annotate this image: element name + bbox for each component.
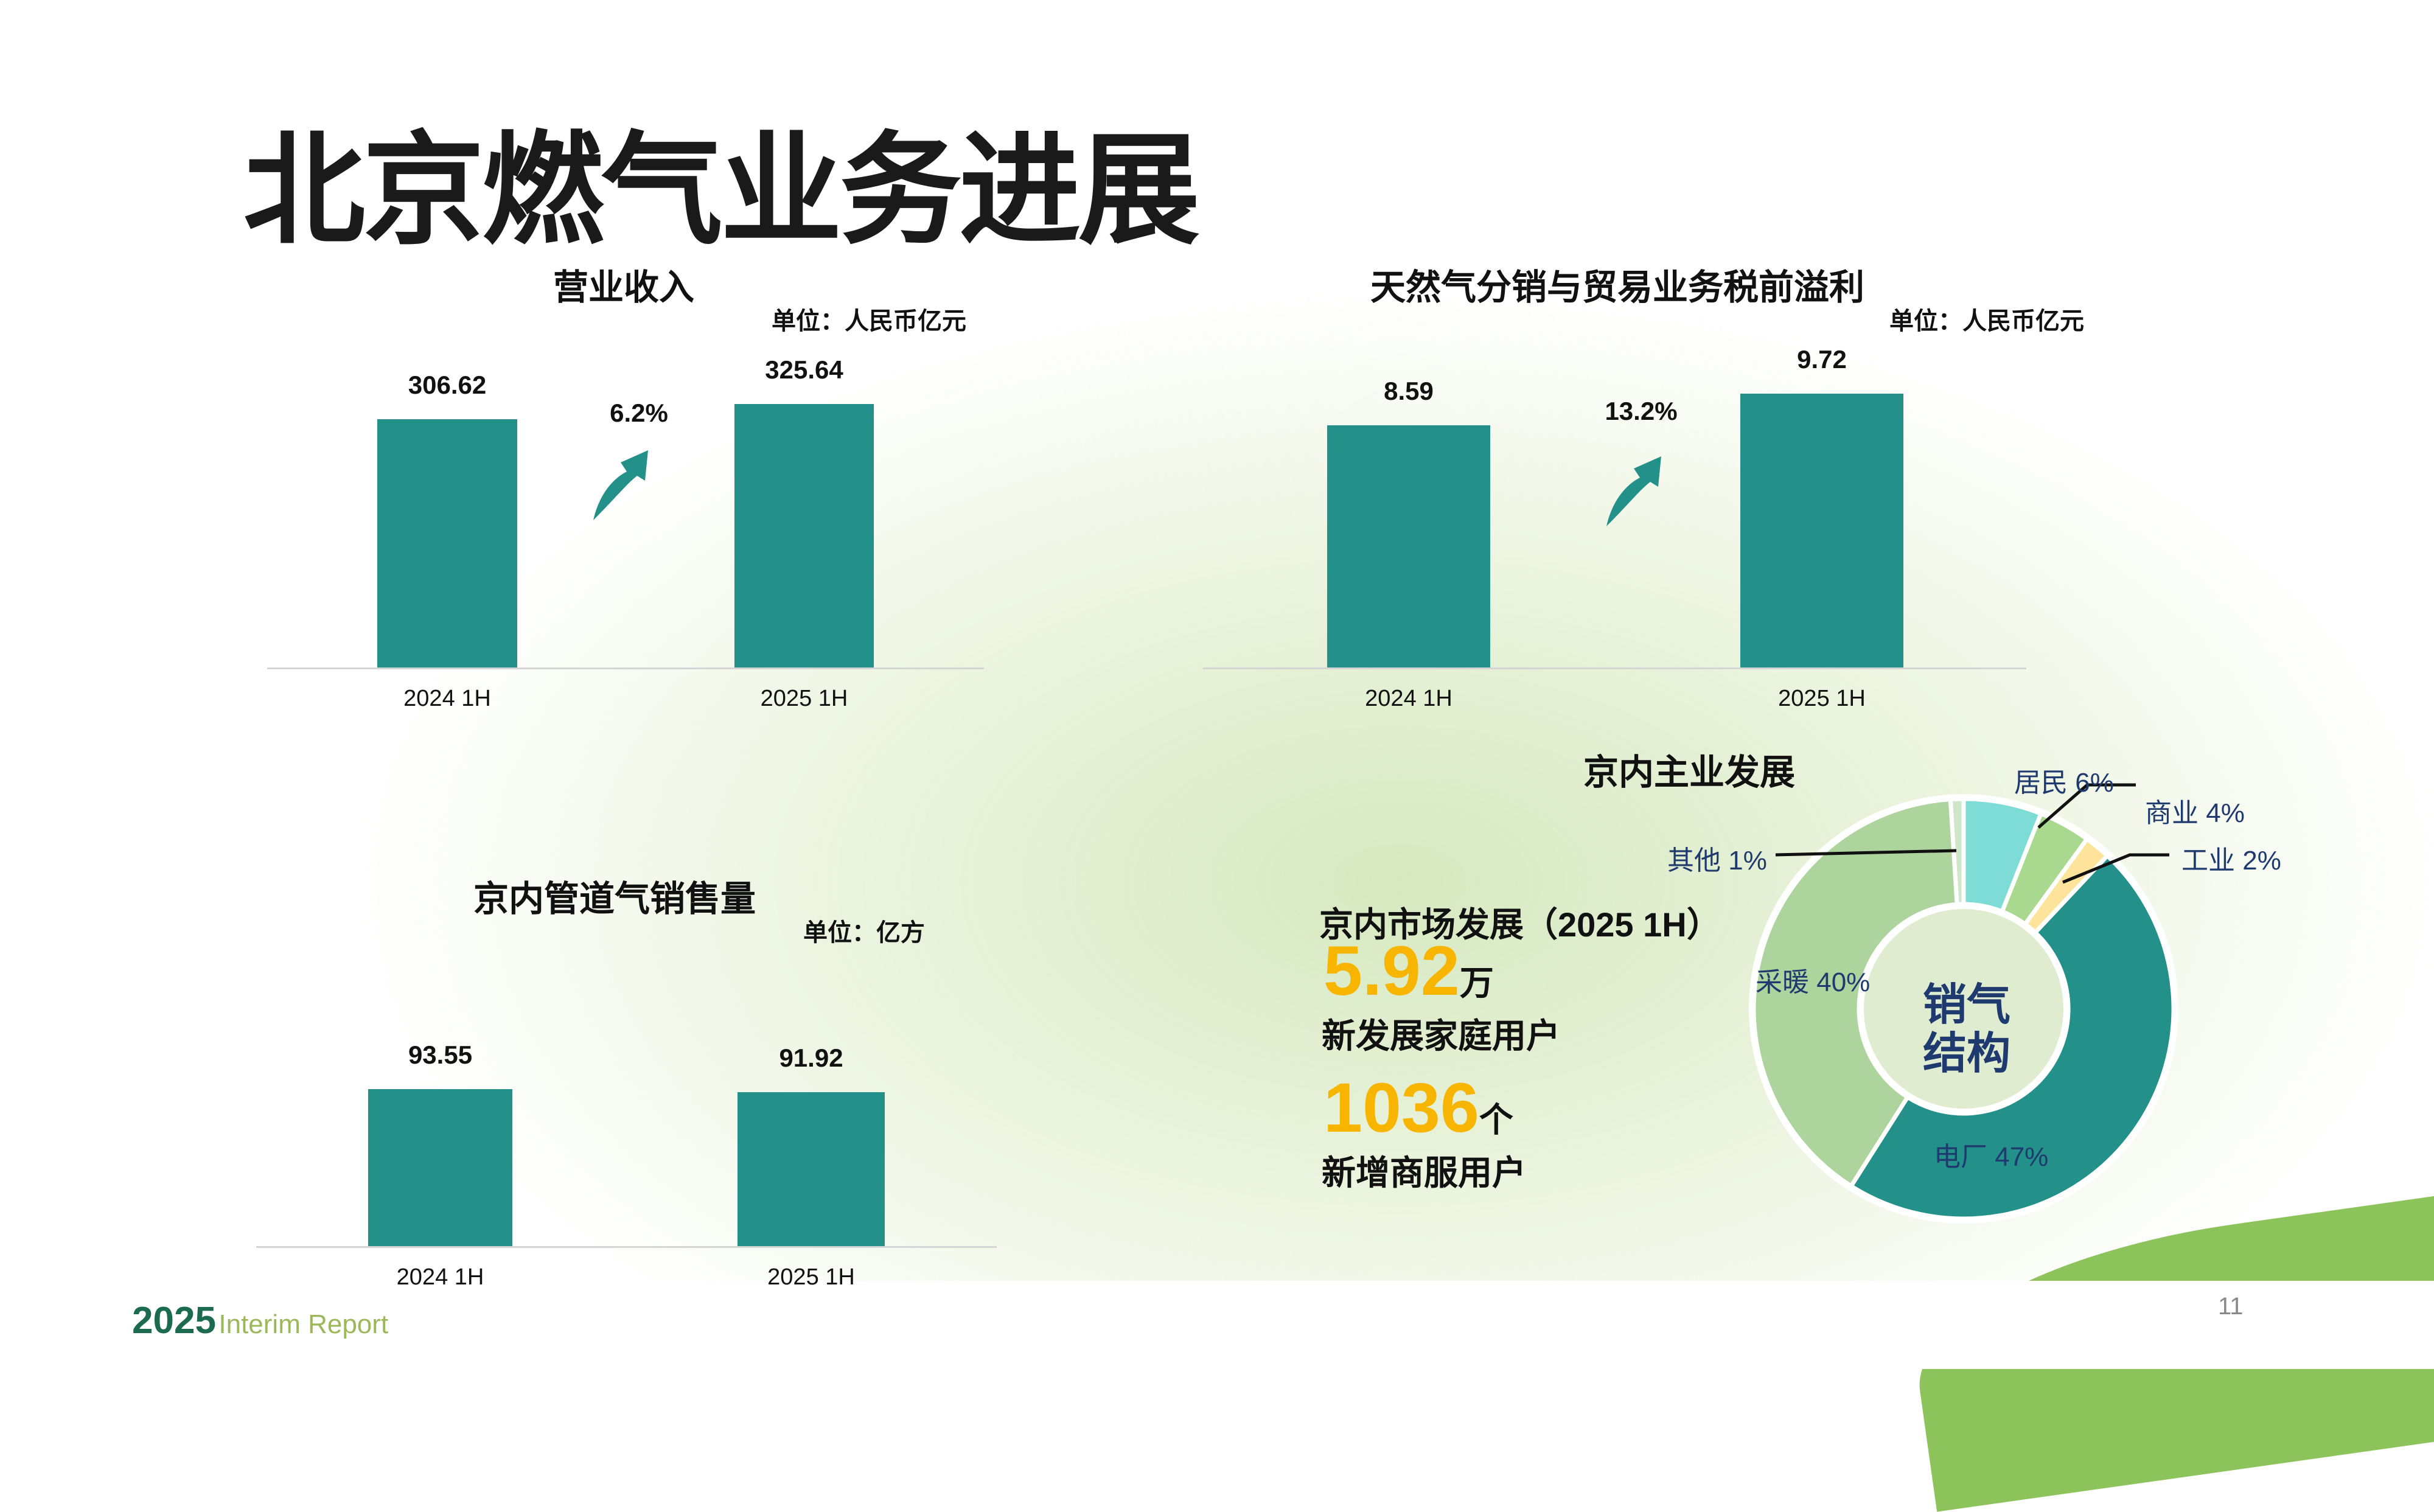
donut-center-line2: 结构: [1922, 1029, 2011, 1078]
bar-value-label: 325.64: [765, 355, 843, 384]
slice-label-other: 其他 1%: [1667, 846, 1767, 876]
volume-chart-title: 京内管道气销售量: [473, 879, 756, 919]
profit-chart-axis: [1203, 667, 2026, 669]
bar-value-label: 8.59: [1384, 377, 1434, 406]
profit-chart-title: 天然气分销与贸易业务税前溢利: [1370, 268, 1865, 307]
report-logo: 2025 Interim Report: [132, 1299, 388, 1342]
profit-growth-label: 13.2%: [1605, 397, 1678, 425]
bar-2025-1H: [738, 1092, 885, 1246]
commercial-label: 新增商服用户: [1322, 1154, 1526, 1192]
bar-value-label: 9.72: [1797, 344, 1847, 374]
revenue-chart-unit: 单位：人民币亿元: [772, 308, 966, 335]
market-heading: 京内市场发展（2025 1H）: [1319, 905, 1721, 944]
bar-value-label: 306.62: [408, 370, 487, 399]
sales-structure-donut: [1754, 783, 2174, 1219]
bar-2024-1H: [377, 419, 517, 667]
bar-2025-1H: [1740, 393, 1903, 667]
volume-chart-axis: [256, 1246, 997, 1248]
households-label: 新发展家庭用户: [1322, 1017, 1560, 1055]
bar-2025-1H: [734, 403, 874, 667]
slice-label-heating: 采暖 40%: [1756, 967, 1871, 997]
households-unit: 万: [1459, 964, 1494, 1002]
x-axis-label: 2025 1H: [767, 1264, 855, 1290]
commercial-unit: 个: [1479, 1101, 1513, 1139]
bar-2024-1H: [368, 1089, 512, 1246]
x-axis-label: 2024 1H: [396, 1264, 484, 1290]
logo-year: 2025: [132, 1300, 216, 1342]
commercial-stat: 1036个: [1323, 1068, 1513, 1148]
households-value: 5.92: [1323, 932, 1460, 1010]
revenue-chart-axis: [267, 667, 984, 669]
bar-2024-1H: [1327, 425, 1490, 667]
donut-hole: [1859, 904, 2068, 1113]
x-axis-label: 2025 1H: [760, 686, 848, 711]
households-stat: 5.92万: [1323, 931, 1494, 1011]
revenue-chart-title: 营业收入: [553, 268, 695, 307]
logo-text: Interim Report: [218, 1309, 389, 1339]
footer-band: [0, 1281, 2434, 1369]
volume-chart-unit: 单位：亿方: [803, 919, 925, 946]
commercial-value: 1036: [1323, 1069, 1479, 1147]
x-axis-label: 2024 1H: [403, 686, 491, 711]
donut-center-label: 销气 结构: [1923, 981, 2010, 1078]
x-axis-label: 2024 1H: [1365, 686, 1452, 711]
page-title: 北京燃气业务进展: [243, 123, 1200, 259]
bar-value-label: 93.55: [408, 1040, 473, 1070]
donut-center-line1: 销气: [1922, 981, 2011, 1029]
profit-chart-unit: 单位：人民币亿元: [1889, 308, 2084, 335]
donut-chart-title: 京内主业发展: [1583, 753, 1796, 792]
bar-value-label: 91.92: [779, 1043, 843, 1072]
slice-label-industrial: 工业 2%: [2181, 846, 2281, 876]
x-axis-label: 2025 1H: [1778, 686, 1866, 711]
revenue-growth-label: 6.2%: [610, 399, 668, 427]
slice-label-power-plant: 电厂 47%: [1934, 1142, 2049, 1172]
page-number: 11: [2218, 1293, 2244, 1320]
slice-label-residential: 居民 6%: [2014, 768, 2114, 798]
slice-label-commercial: 商业 4%: [2145, 798, 2245, 828]
growth-arrow-icon: [593, 450, 648, 520]
growth-arrow-icon: [1606, 456, 1661, 526]
